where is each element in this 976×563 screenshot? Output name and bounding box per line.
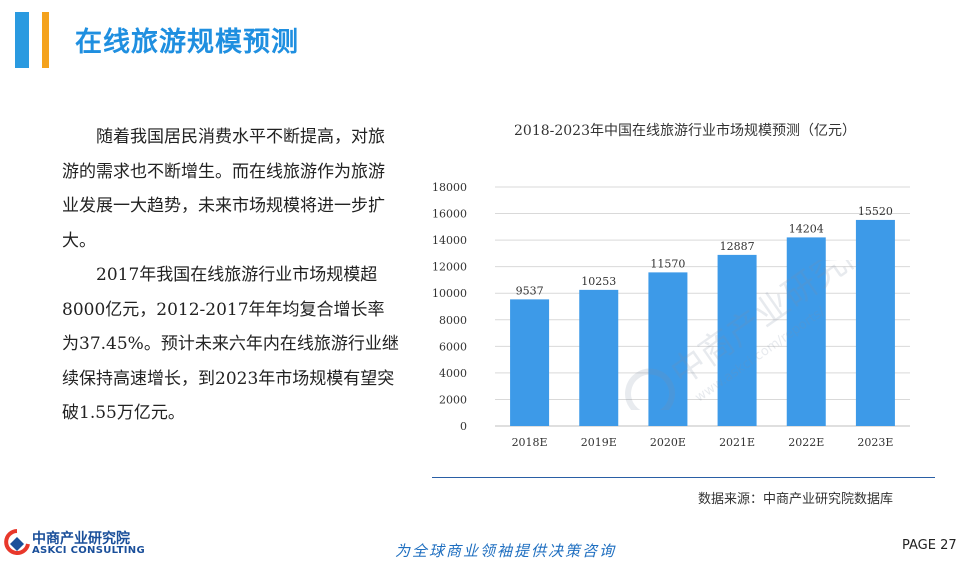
chart-title: 2018-2023年中国在线旅游行业市场规模预测（亿元） — [514, 122, 856, 139]
data-label: 11570 — [650, 257, 685, 270]
bar — [717, 254, 757, 426]
x-tick-label: 2021E — [719, 436, 755, 449]
data-label: 12887 — [720, 240, 755, 253]
data-label: 9537 — [516, 284, 544, 297]
page-title: 在线旅游规模预测 — [75, 27, 299, 58]
paragraph-2: 2017年我国在线旅游行业市场规模超8000亿元，2012-2017年年均复合增… — [62, 265, 399, 423]
logo-text-en: ASKCI CONSULTING — [32, 545, 145, 556]
y-tick-label: 2000 — [439, 393, 467, 406]
x-tick-label: 2022E — [788, 436, 824, 449]
y-tick-label: 4000 — [439, 367, 467, 380]
chart-bars — [510, 219, 895, 426]
y-tick-label: 10000 — [432, 287, 467, 300]
bar — [786, 237, 826, 426]
page-number: PAGE 27 — [902, 538, 957, 553]
y-tick-label: 12000 — [432, 261, 467, 274]
y-tick-label: 8000 — [439, 314, 467, 327]
chart-grid — [495, 186, 910, 427]
x-tick-label: 2018E — [512, 436, 548, 449]
y-tick-label: 0 — [460, 420, 467, 433]
x-tick-label: 2023E — [857, 436, 893, 449]
y-tick-label: 16000 — [432, 208, 467, 221]
data-label: 10253 — [581, 275, 616, 288]
y-tick-label: 18000 — [432, 181, 467, 194]
bar — [579, 289, 619, 426]
accent-bar-blue — [15, 12, 29, 68]
bar — [855, 219, 895, 426]
source-divider — [432, 477, 935, 478]
bar — [648, 272, 688, 426]
x-tick-label: 2019E — [581, 436, 617, 449]
data-source: 数据来源：中商产业研究院数据库 — [698, 492, 894, 507]
bar-chart: 2018-2023年中国在线旅游行业市场规模预测（亿元） 0 2000 4000 60… — [432, 122, 910, 449]
title-bar: 在线旅游规模预测 — [0, 0, 976, 80]
data-label: 14204 — [789, 222, 824, 235]
y-tick-label: 6000 — [439, 340, 467, 353]
paragraph-1: 随着我国居民消费水平不断提高，对旅游的需求也不断增生。而在线旅游作为旅游业发展一… — [62, 127, 385, 251]
data-label: 15520 — [858, 205, 893, 218]
x-tick-label: 2020E — [650, 436, 686, 449]
body-text: 随着我国居民消费水平不断提高，对旅游的需求也不断增生。而在线旅游作为旅游业发展一… — [62, 120, 400, 431]
bar — [510, 299, 550, 426]
slogan: 为全球商业领袖提供决策咨询 — [395, 542, 617, 560]
accent-bar-orange — [42, 12, 49, 68]
logo-text-cn: 中商产业研究院 — [32, 531, 130, 547]
y-tick-label: 14000 — [432, 234, 467, 247]
company-logo: 中商产业研究院 ASKCI CONSULTING — [4, 526, 154, 560]
chart-labels: 0 2000 4000 6000 8000 10000 12000 14000 16000 180… — [432, 181, 893, 449]
logo-icon — [4, 529, 30, 555]
